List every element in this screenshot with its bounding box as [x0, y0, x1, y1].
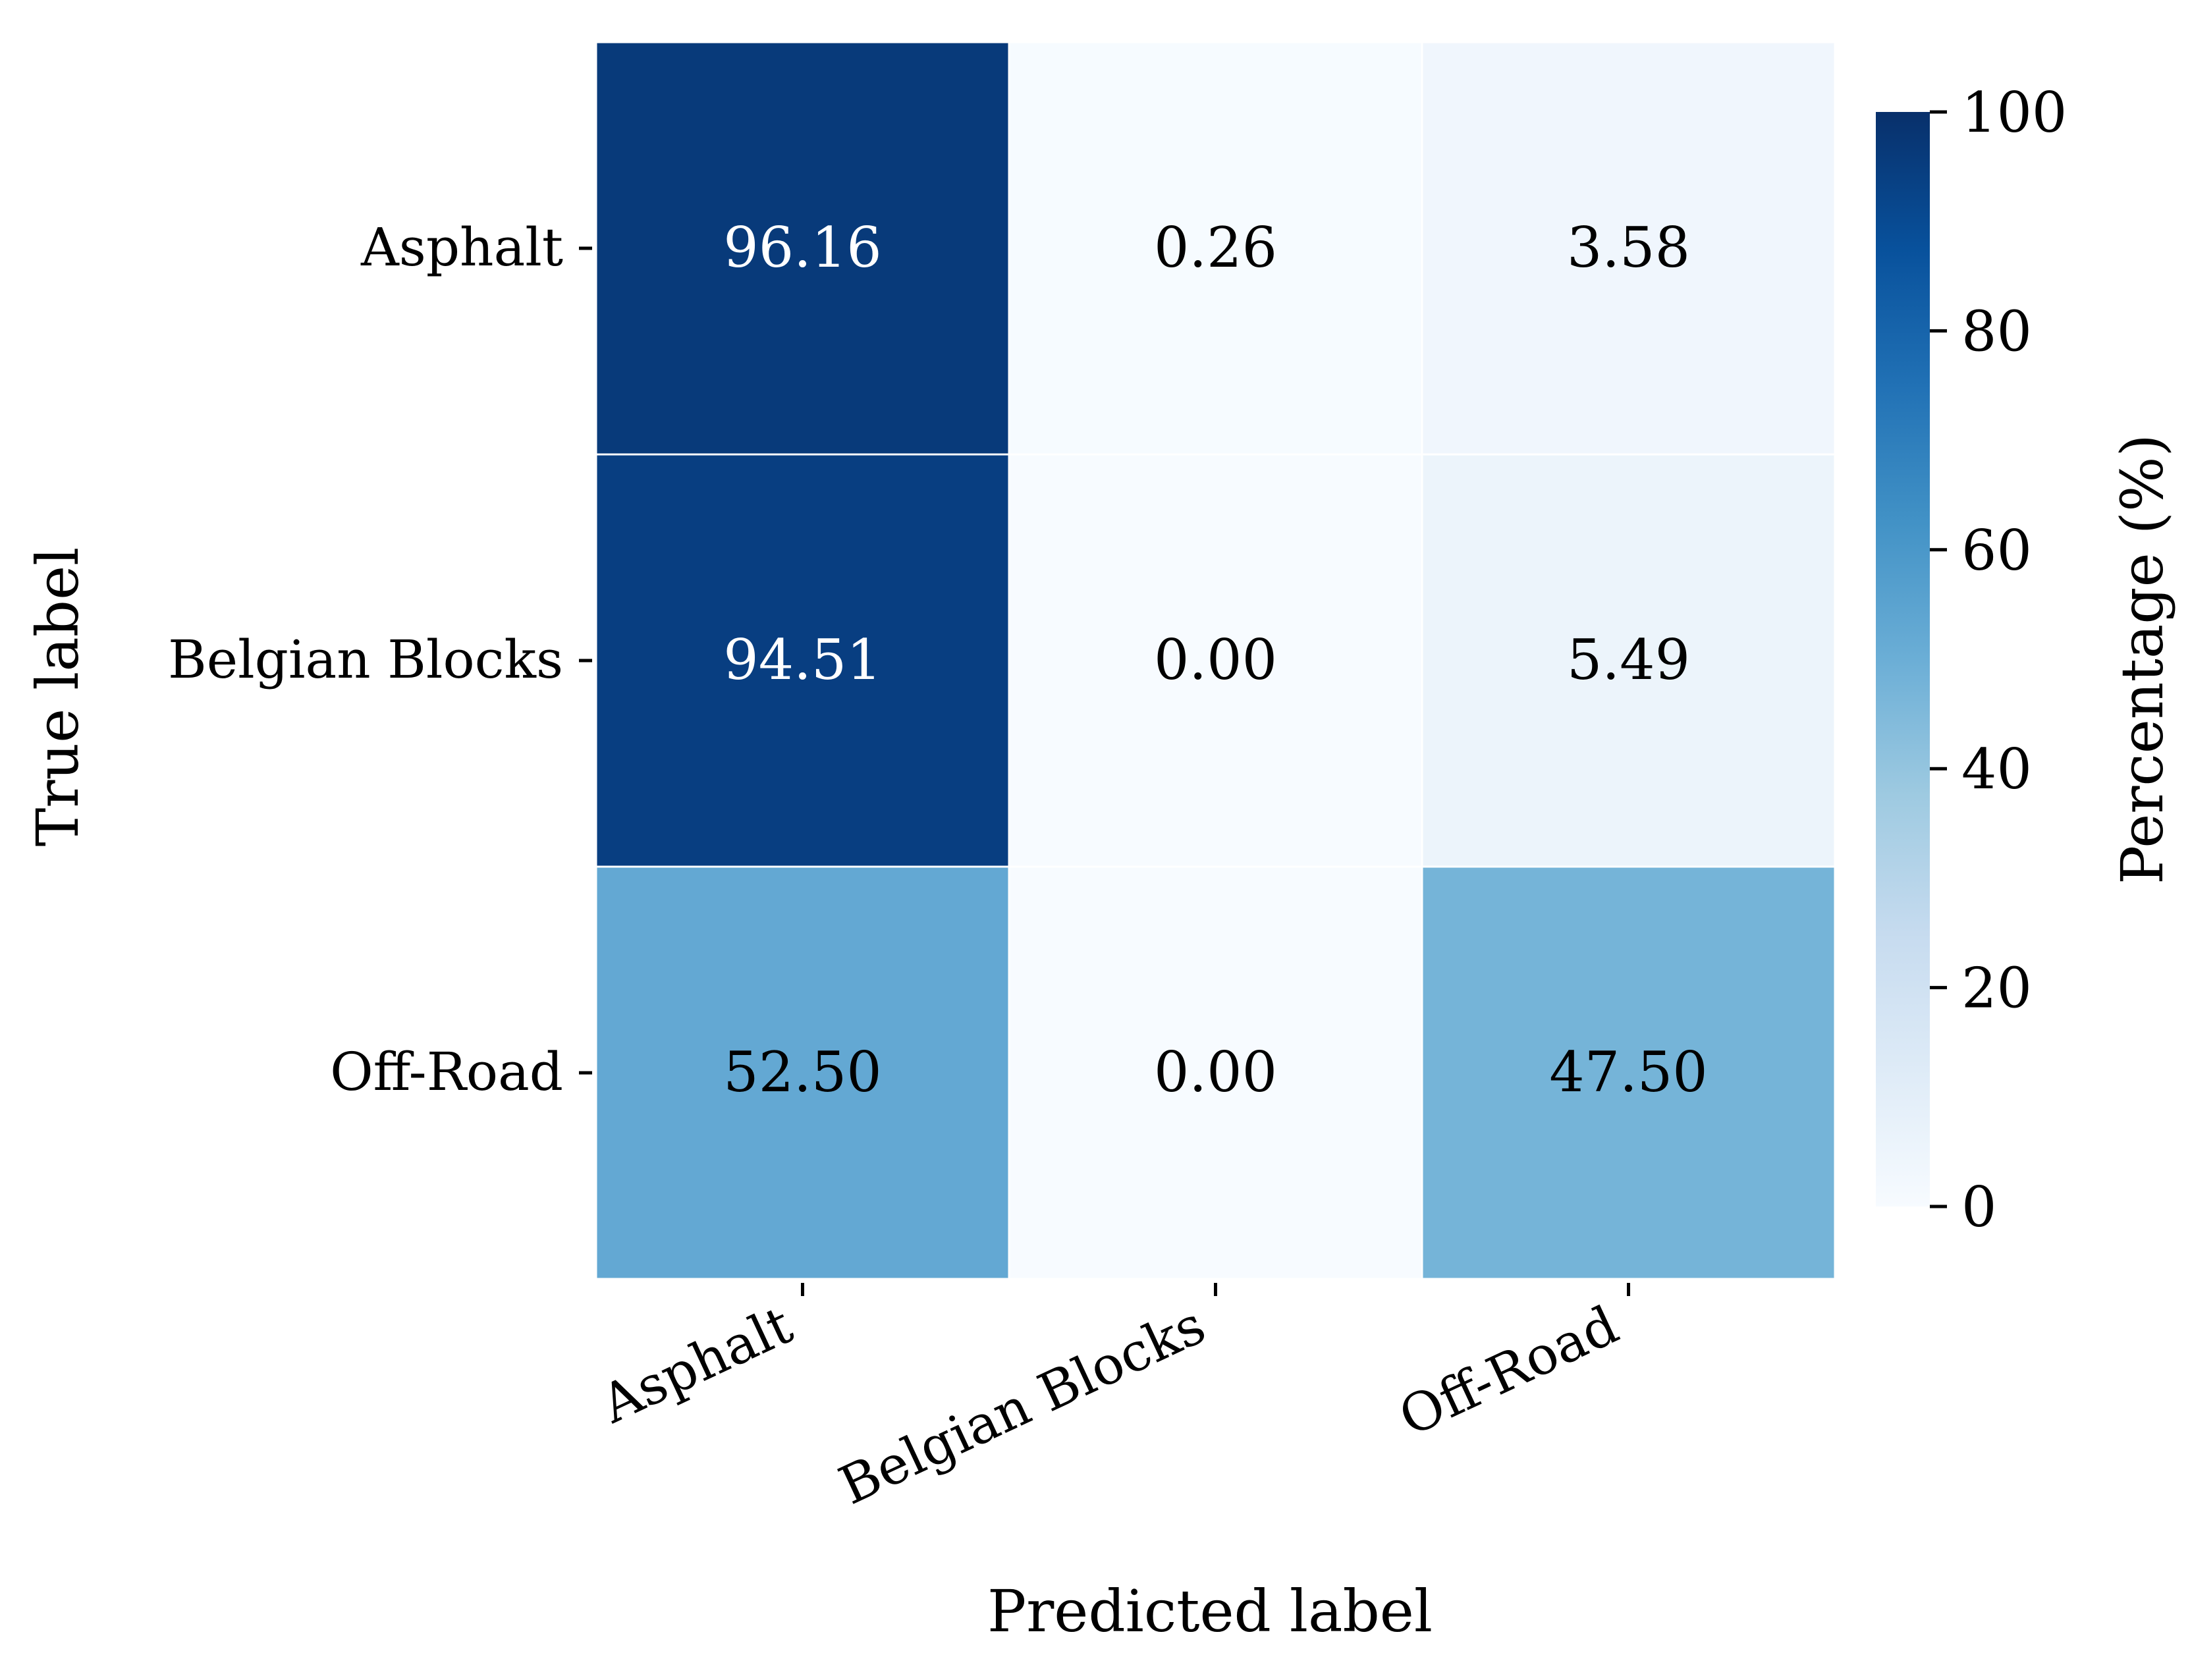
- heatmap-cell: [595, 41, 1010, 456]
- colorbar-tick-label: 60: [1961, 518, 2032, 583]
- colorbar-ticks: 0 20 40 60 80 100: [1930, 80, 2067, 1239]
- y-tick-label: Asphalt: [360, 217, 563, 278]
- x-tick-label: Belgian Blocks: [830, 1294, 1214, 1517]
- heatmap-cell-values: 96.16 0.26 3.58 94.51 0.00 5.49 52.50 0.00 47.50: [723, 215, 1707, 1104]
- y-axis-title: True label: [24, 547, 92, 847]
- y-tick-label: Belgian Blocks: [168, 629, 563, 690]
- cell-value-label: 0.00: [1154, 1040, 1277, 1104]
- heatmap-cell: [1421, 41, 1836, 456]
- x-tick-label: Off-Road: [1390, 1294, 1627, 1448]
- cell-value-label: 3.58: [1567, 215, 1690, 280]
- heatmap-cell: [1008, 41, 1423, 456]
- cell-value-label: 47.50: [1549, 1040, 1707, 1104]
- colorbar-tick-label: 40: [1961, 737, 2032, 801]
- cell-value-label: 0.26: [1154, 215, 1277, 280]
- x-tick-label: Asphalt: [591, 1294, 801, 1435]
- x-axis-title: Predicted label: [987, 1577, 1433, 1645]
- colorbar-gradient: [1876, 112, 1930, 1206]
- cell-value-label: 52.50: [723, 1040, 881, 1104]
- cell-value-label: 96.16: [723, 215, 881, 280]
- colorbar-tick-label: 80: [1961, 299, 2032, 364]
- heatmap-cell: [595, 453, 1010, 868]
- heatmap-cell: [595, 865, 1010, 1280]
- colorbar-tick-label: 20: [1961, 956, 2032, 1021]
- colorbar-tick-label: 100: [1961, 80, 2067, 145]
- heatmap-cell: [1421, 865, 1836, 1280]
- x-axis-ticks: Asphalt Belgian Blocks Off-Road: [591, 1283, 1630, 1517]
- colorbar-tick-label: 0: [1961, 1175, 1996, 1239]
- y-tick-label: Off-Road: [330, 1041, 563, 1102]
- cell-value-label: 94.51: [723, 628, 881, 692]
- colorbar: [1876, 112, 1930, 1206]
- cell-value-label: 0.00: [1154, 628, 1277, 692]
- y-axis-ticks: Asphalt Belgian Blocks Off-Road: [168, 217, 592, 1102]
- colorbar-title: Percentage (%): [2108, 434, 2176, 884]
- heatmap-cell: [1008, 865, 1423, 1280]
- heatmap-cells: [595, 41, 1836, 1280]
- cell-value-label: 5.49: [1567, 628, 1690, 692]
- heatmap-cell: [1421, 453, 1836, 868]
- heatmap-cell: [1008, 453, 1423, 868]
